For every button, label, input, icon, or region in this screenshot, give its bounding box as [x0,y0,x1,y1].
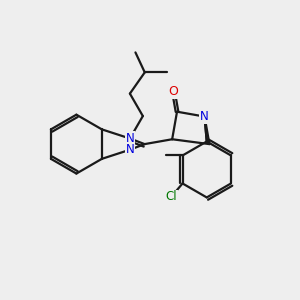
Text: O: O [169,85,178,98]
Text: N: N [200,110,209,123]
Text: N: N [125,132,134,145]
Text: N: N [125,143,134,156]
Text: Cl: Cl [165,190,177,203]
